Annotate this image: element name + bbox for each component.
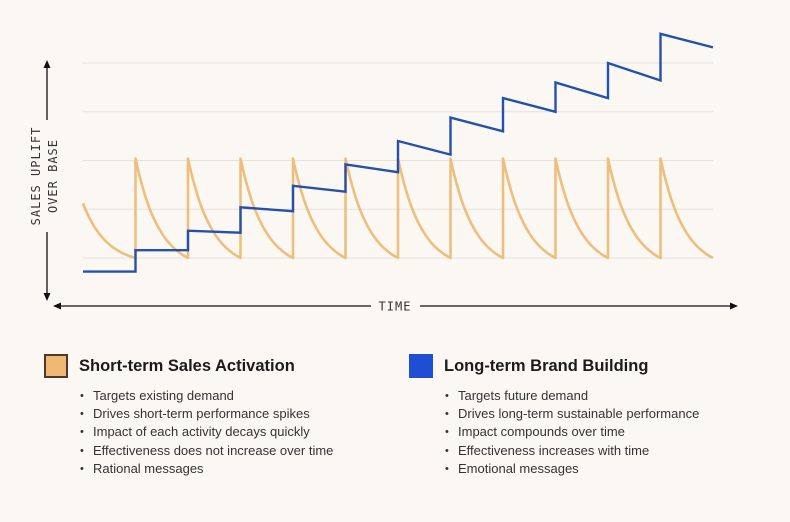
- long-term-title: Long-term Brand Building: [444, 356, 649, 375]
- list-item: Targets existing demand: [80, 387, 333, 405]
- long-term-swatch: [409, 354, 433, 378]
- long-term-points: Targets future demand Drives long-term s…: [409, 387, 699, 478]
- x-axis-label: TIME: [379, 300, 412, 314]
- list-item: Effectiveness increases with time: [445, 442, 699, 460]
- long-term-line: [83, 32, 714, 273]
- short-term-title: Short-term Sales Activation: [79, 356, 295, 375]
- list-item: Drives short-term performance spikes: [80, 405, 333, 423]
- list-item: Impact compounds over time: [445, 423, 699, 441]
- y-axis-label-line-2: OVER BASE: [46, 139, 60, 213]
- list-item: Rational messages: [80, 460, 333, 478]
- short-term-points: Targets existing demand Drives short-ter…: [44, 387, 333, 478]
- list-item: Impact of each activity decays quickly: [80, 423, 333, 441]
- list-item: Emotional messages: [445, 460, 699, 478]
- list-item: Drives long-term sustainable performance: [445, 405, 699, 423]
- legend-long-term: Long-term Brand Building Targets future …: [409, 352, 699, 478]
- list-item: Effectiveness does not increase over tim…: [80, 442, 333, 460]
- y-axis-label-bg: [36, 120, 60, 232]
- chart: SALES UPLIFT OVER BASE TIME: [29, 32, 738, 314]
- short-term-swatch: [44, 354, 68, 378]
- legend-short-term: Short-term Sales Activation Targets exis…: [44, 352, 333, 478]
- list-item: Targets future demand: [445, 387, 699, 405]
- short-term-line: [81, 157, 714, 260]
- series-short-term: [81, 157, 714, 260]
- series-long-term: [83, 32, 714, 273]
- y-axis-label-line-1: SALES UPLIFT: [29, 127, 43, 226]
- x-axis-arrow: [53, 302, 738, 310]
